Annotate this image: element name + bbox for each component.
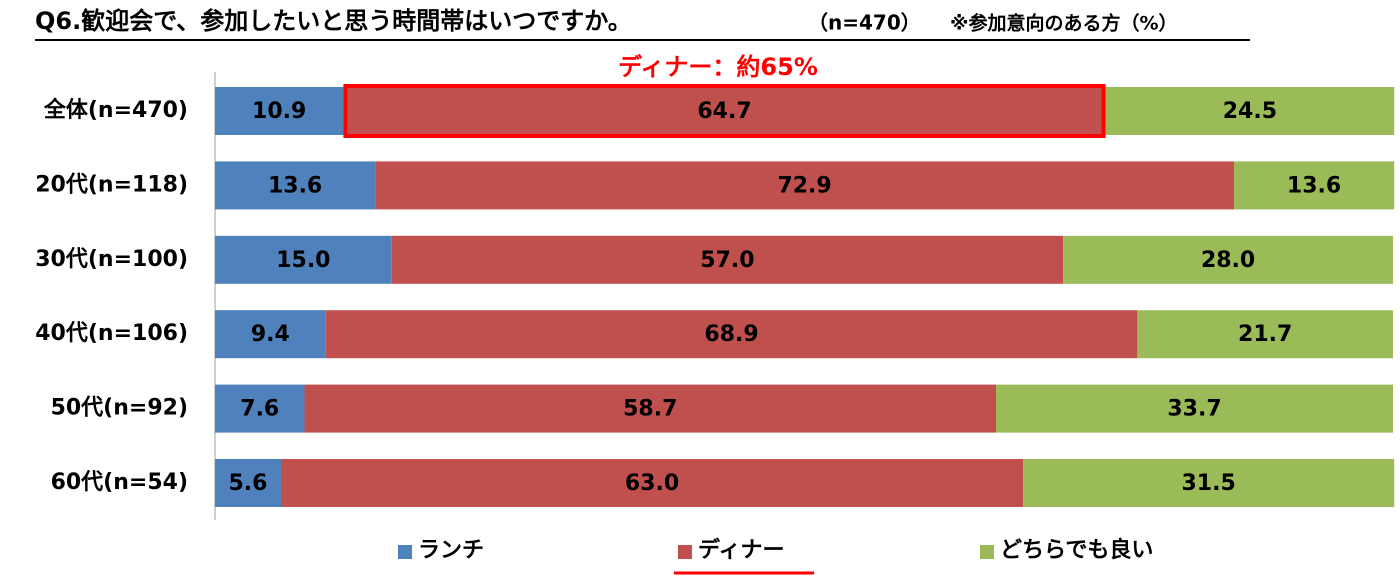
value-label: 9.4 [251, 322, 290, 347]
value-label: 57.0 [700, 248, 754, 273]
bar-segment [215, 235, 392, 284]
value-label: 31.5 [1182, 471, 1236, 496]
value-label: 10.9 [252, 99, 306, 124]
category-label: 50代(n=92) [51, 396, 188, 421]
bar-segment [1023, 459, 1395, 507]
bar-segment [1137, 310, 1393, 359]
value-label: 24.5 [1223, 99, 1277, 124]
bar-segment [1105, 87, 1395, 135]
chart-title: Q6.歓迎会で、参加したいと思う時間帯はいつですか。 [35, 7, 632, 35]
legend-swatch [980, 545, 994, 559]
bar-segment [215, 87, 344, 135]
value-label: 64.7 [697, 99, 751, 124]
value-label: 21.7 [1238, 322, 1292, 347]
category-label: 60代(n=54) [51, 470, 188, 495]
bar-segment [215, 161, 376, 210]
category-label: 20代(n=118) [35, 172, 188, 197]
chart-note: ※参加意向のある方（%） [950, 12, 1178, 35]
category-label: 40代(n=106) [35, 321, 188, 346]
value-label: 13.6 [268, 173, 322, 198]
bar-segment [343, 87, 1106, 135]
bar-segment [215, 384, 305, 433]
bar-segment [391, 235, 1064, 284]
value-label: 13.6 [1287, 173, 1341, 198]
value-label: 15.0 [276, 248, 330, 273]
chart-subtitle: （n=470） [808, 11, 921, 35]
legend-label: ランチ [418, 538, 484, 563]
value-label: 5.6 [228, 471, 267, 496]
value-label: 68.9 [704, 322, 758, 347]
legend-label: どちらでも良い [1000, 537, 1153, 563]
bar-segment [280, 459, 1024, 507]
bar-segment [325, 310, 1138, 359]
value-label: 58.7 [623, 397, 677, 422]
legend-swatch [678, 545, 692, 559]
bar-segment [215, 310, 326, 359]
category-label: 30代(n=100) [35, 247, 188, 272]
value-label: 33.7 [1167, 397, 1221, 422]
category-label: 全体(n=470) [43, 97, 188, 123]
legend-swatch [398, 545, 412, 559]
value-label: 63.0 [625, 471, 679, 496]
bar-segment [1063, 235, 1393, 284]
bar-segment [375, 161, 1234, 210]
annotation: ディナー：約65% [618, 53, 818, 81]
bar-segment [304, 384, 997, 433]
value-label: 7.6 [240, 397, 279, 422]
value-label: 72.9 [777, 173, 831, 198]
bar-segment [215, 459, 281, 507]
legend-label: ディナー [698, 537, 784, 563]
bar-segment [1233, 161, 1395, 210]
bar-segment [996, 384, 1393, 433]
highlight-box [343, 84, 1106, 138]
value-label: 28.0 [1201, 248, 1255, 273]
